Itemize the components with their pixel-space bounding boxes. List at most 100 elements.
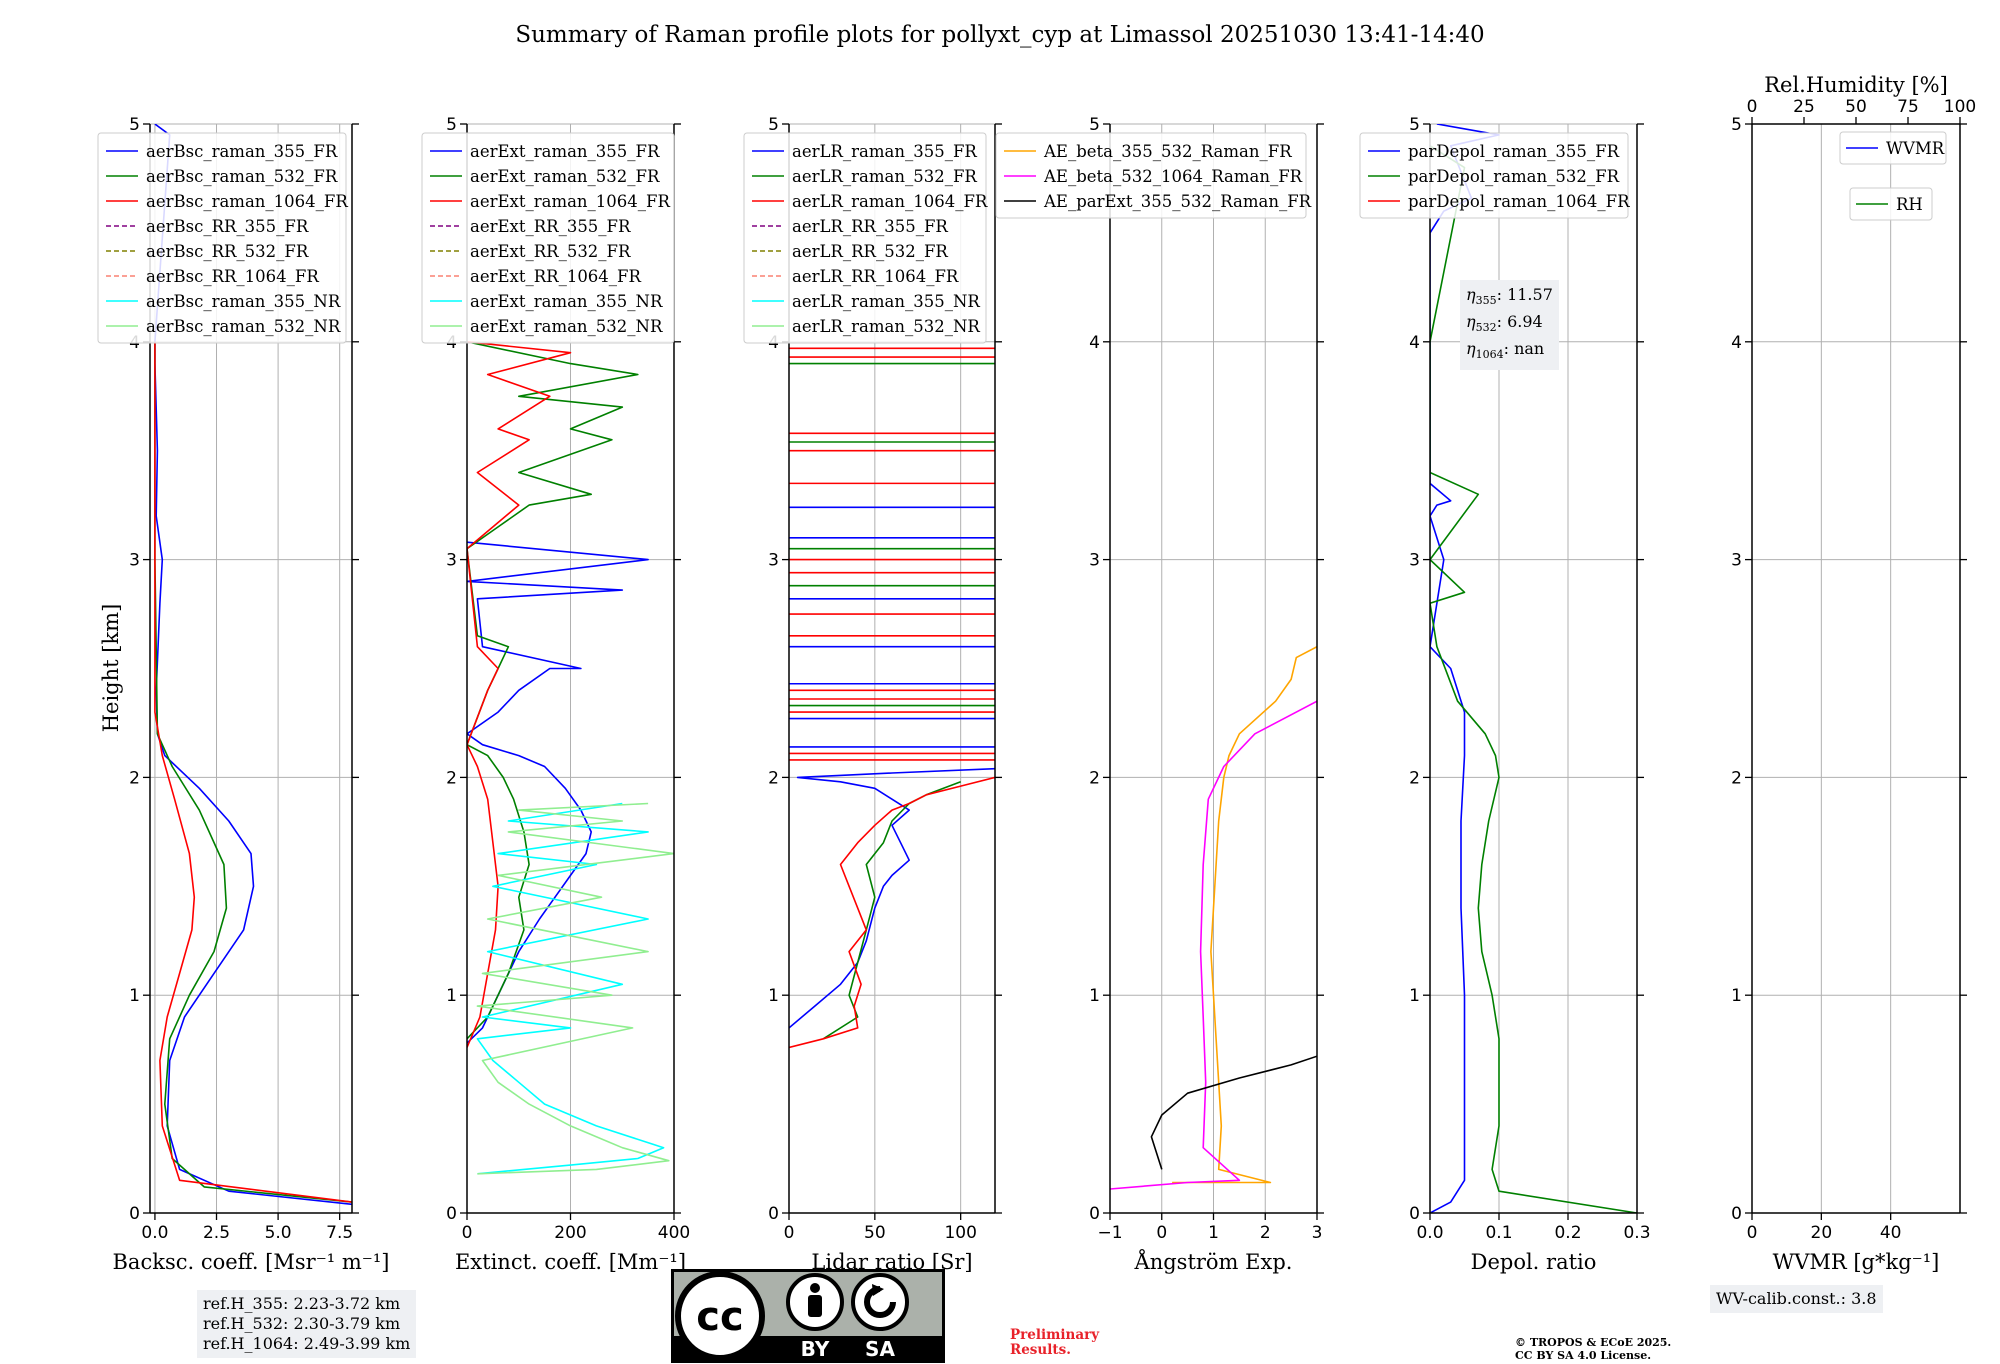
lidar_ratio-legend-label-4: aerLR_RR_532_FR <box>792 242 948 261</box>
cc-circle-icon <box>675 1271 765 1361</box>
extinction-legend-label-0: aerExt_raman_355_FR <box>470 142 660 161</box>
extinction-ytick-label-3: 3 <box>446 551 457 571</box>
extinction-xtick-label-2: 400 <box>658 1223 690 1243</box>
water_vapor-top-xtick-label-4: 100 <box>1944 97 1976 117</box>
eta-1064: η1064: nan <box>1466 339 1545 362</box>
sa-arrow-head <box>872 1284 884 1296</box>
angstrom-legend-box <box>995 132 1307 219</box>
sa-label: SA <box>865 1337 895 1361</box>
eta-355: η355: 11.57 <box>1466 285 1553 308</box>
sa-share-alike-icon <box>851 1273 909 1331</box>
extinction-legend-label-3: aerExt_RR_355_FR <box>470 217 631 236</box>
extinction-xtick-label-0: 0 <box>462 1223 473 1243</box>
depolarization-ytick-label-1: 1 <box>1409 986 1420 1006</box>
water_vapor-top-xtick-label-0: 0 <box>1747 97 1758 117</box>
lidar_ratio-ytick-label-2: 2 <box>768 768 779 788</box>
wv-calib-text: WV-calib.const.: 3.8 <box>1716 1289 1877 1308</box>
backscatter-series-aerBsc_raman_1064_FR <box>154 341 352 1203</box>
ref-height-355: ref.H_355: 2.23-3.72 km <box>203 1294 401 1313</box>
angstrom-xtick-label-1: 0 <box>1156 1223 1167 1243</box>
extinction-legend-label-2: aerExt_raman_1064_FR <box>470 192 670 211</box>
preliminary-line-1: Preliminary <box>1010 1327 1100 1343</box>
water_vapor-xtick-label-1: 20 <box>1811 1223 1833 1243</box>
water_vapor-xtick-label-2: 40 <box>1880 1223 1902 1243</box>
wv-calib-box: WV-calib.const.: 3.8 <box>1710 1285 1883 1313</box>
backscatter-ytick-label-0: 0 <box>129 1204 140 1224</box>
extinction-series-aerExt_raman_532_NR <box>476 802 674 1175</box>
backscatter-ytick-label-5: 5 <box>129 115 140 135</box>
extinction-legend-label-7: aerExt_raman_532_NR <box>470 317 663 336</box>
ref-heights-box: ref.H_355: 2.23-3.72 km ref.H_532: 2.30-… <box>197 1290 417 1358</box>
lidar_ratio-legend-label-6: aerLR_raman_355_NR <box>792 292 980 311</box>
extinction-series-aerExt_raman_1064_FR <box>467 341 572 1048</box>
lidar_ratio-xtick-label-2: 100 <box>944 1223 976 1243</box>
lidar_ratio-series-aerLR_raman_355_FR <box>789 767 995 1029</box>
cc-license-badge: cc BY SA <box>671 1269 945 1363</box>
copyright-line-1: © TROPOS & ECoE 2025. <box>1515 1336 1672 1349</box>
by-person-body <box>808 1295 822 1317</box>
lidar_ratio-xtick-label-0: 0 <box>784 1223 795 1243</box>
water_vapor-legend-label-1: RH <box>1896 195 1923 214</box>
depolarization-ytick-label-5: 5 <box>1409 115 1420 135</box>
angstrom-legend-label-2: AE_parExt_355_532_Raman_FR <box>1043 192 1312 211</box>
lidar_ratio-legend-label-2: aerLR_raman_1064_FR <box>792 192 988 211</box>
depolarization-xtick-label-0: 0.0 <box>1416 1223 1443 1243</box>
depolarization-xtick-label-3: 0.3 <box>1623 1223 1650 1243</box>
angstrom-xtick-label-3: 2 <box>1260 1223 1271 1243</box>
angstrom-series-AE_parExt_355_532_Raman_FR <box>1150 1055 1317 1170</box>
water_vapor-top-xtick-label-1: 25 <box>1793 97 1815 117</box>
depolarization-ytick-label-4: 4 <box>1409 333 1420 353</box>
water_vapor-legend-box-0 <box>1839 131 1947 165</box>
water_vapor-xlabel: WVMR [g*kg⁻¹] <box>1773 1250 1940 1274</box>
water_vapor-ytick-label-3: 3 <box>1731 551 1742 571</box>
extinction-legend-label-5: aerExt_RR_1064_FR <box>470 267 642 286</box>
depolarization-legend-label-0: parDepol_raman_355_FR <box>1408 142 1620 161</box>
backscatter-series-aerBsc_raman_355_FR <box>154 124 352 1206</box>
depolarization-xtick-label-1: 0.1 <box>1485 1223 1512 1243</box>
lidar_ratio-ytick-label-1: 1 <box>768 986 779 1006</box>
lidar_ratio-legend-label-0: aerLR_raman_355_FR <box>792 142 977 161</box>
backscatter-legend-box <box>97 132 347 344</box>
depolarization-ytick-label-3: 3 <box>1409 551 1420 571</box>
extinction-legend-label-6: aerExt_raman_355_NR <box>470 292 663 311</box>
backscatter-legend-label-3: aerBsc_RR_355_FR <box>146 217 309 236</box>
lidar_ratio-legend-box <box>743 132 987 344</box>
backscatter-legend-label-2: aerBsc_raman_1064_FR <box>146 192 348 211</box>
backscatter-legend-label-5: aerBsc_RR_1064_FR <box>146 267 319 286</box>
extinction-xtick-label-1: 200 <box>554 1223 586 1243</box>
eta-532: η532: 6.94 <box>1466 312 1543 335</box>
backscatter-xtick-label-1: 2.5 <box>203 1223 230 1243</box>
depolarization-legend-label-1: parDepol_raman_532_FR <box>1408 167 1620 186</box>
by-label: BY <box>801 1337 830 1361</box>
angstrom-legend-label-1: AE_beta_532_1064_Raman_FR <box>1043 167 1303 186</box>
lidar_ratio-ytick-label-0: 0 <box>768 1204 779 1224</box>
backscatter-series-aerBsc_raman_532_FR <box>154 341 352 1203</box>
depolarization-ytick-label-0: 0 <box>1409 1204 1420 1224</box>
depolarization-xlabel: Depol. ratio <box>1471 1250 1597 1274</box>
water_vapor-ytick-label-2: 2 <box>1731 768 1742 788</box>
lidar_ratio-legend-label-1: aerLR_raman_532_FR <box>792 167 977 186</box>
preliminary-line-2: Results. <box>1010 1342 1071 1358</box>
figure-title: Summary of Raman profile plots for polly… <box>515 22 1485 48</box>
depolarization-ytick-label-2: 2 <box>1409 768 1420 788</box>
water_vapor-top-xtick-label-3: 75 <box>1897 97 1919 117</box>
angstrom-ytick-label-3: 3 <box>1089 551 1100 571</box>
extinction-series-aerExt_raman_532_FR <box>467 341 639 1040</box>
extinction-ytick-label-1: 1 <box>446 986 457 1006</box>
angstrom-xtick-label-2: 1 <box>1208 1223 1219 1243</box>
lidar_ratio-legend-label-5: aerLR_RR_1064_FR <box>792 267 959 286</box>
preliminary-note: Preliminary Results. <box>1010 1328 1099 1358</box>
angstrom-ytick-label-2: 2 <box>1089 768 1100 788</box>
water_vapor-ytick-label-1: 1 <box>1731 986 1742 1006</box>
extinction-legend-box <box>421 132 675 344</box>
cc-mark: cc <box>696 1294 743 1340</box>
angstrom-series-AE_beta_532_1064_Raman_FR <box>1110 700 1317 1190</box>
water_vapor-legend-label-0: WVMR <box>1886 139 1945 158</box>
backscatter-ytick-label-3: 3 <box>129 551 140 571</box>
depolarization-legend-box <box>1359 132 1629 219</box>
lidar_ratio-legend-label-3: aerLR_RR_355_FR <box>792 217 948 236</box>
by-person-head <box>810 1283 820 1293</box>
lidar_ratio-ytick-label-3: 3 <box>768 551 779 571</box>
extinction-series-aerExt_raman_355_FR <box>467 541 649 1044</box>
water_vapor-ytick-label-5: 5 <box>1731 115 1742 135</box>
